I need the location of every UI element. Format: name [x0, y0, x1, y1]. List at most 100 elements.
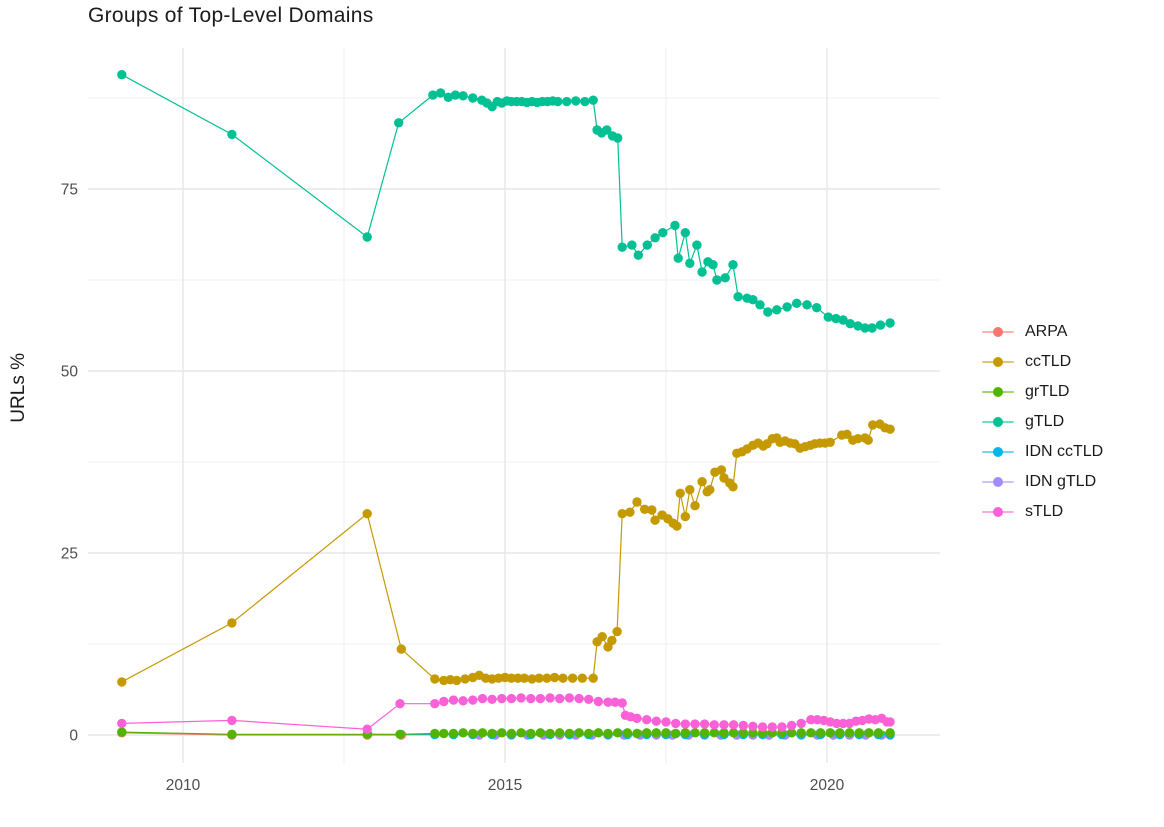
data-point-cctld	[527, 674, 537, 684]
data-point-grtld	[748, 728, 758, 738]
chart-title: Groups of Top-Level Domains	[88, 4, 374, 27]
data-point-gtld	[680, 228, 690, 238]
data-point-gtld	[755, 300, 765, 310]
data-point-stld	[690, 719, 700, 729]
data-point-grtld	[709, 728, 719, 738]
series-line-gtld	[121, 74, 891, 329]
data-point-cctld	[625, 507, 635, 517]
legend-line-dot-glyph	[982, 322, 1014, 341]
data-point-gtld	[708, 260, 718, 270]
data-point-grtld	[651, 728, 661, 738]
data-point-stld	[593, 696, 604, 707]
data-point-cctld	[716, 465, 727, 475]
data-point-gtld	[728, 260, 738, 270]
data-point-gtld	[428, 90, 438, 100]
data-point-grtld	[885, 728, 895, 738]
data-point-gtld	[812, 303, 822, 313]
data-point-cctld	[460, 674, 470, 684]
data-point-stld	[526, 693, 536, 704]
legend-line-dot-glyph	[982, 412, 1014, 431]
data-point-cctld	[612, 626, 622, 637]
data-point-cctld	[885, 424, 895, 434]
data-point-stld	[535, 693, 546, 704]
data-point-stld	[430, 699, 440, 709]
data-point-stld	[458, 696, 468, 706]
data-point-grtld	[448, 728, 459, 739]
data-point-stld	[117, 718, 127, 729]
data-point-cctld	[396, 644, 406, 654]
data-point-gtld	[720, 273, 730, 283]
x-tick-label: 2010	[166, 777, 201, 794]
data-point-stld	[448, 695, 459, 705]
data-point-grtld	[719, 728, 729, 738]
data-point-grtld	[835, 728, 845, 738]
data-point-stld	[574, 693, 584, 704]
data-point-cctld	[705, 485, 715, 495]
data-point-gtld	[562, 96, 572, 107]
data-point-cctld	[632, 497, 642, 507]
data-point-cctld	[647, 505, 657, 515]
data-point-cctld	[672, 521, 682, 531]
data-point-cctld	[607, 635, 617, 646]
data-point-gtld	[670, 220, 680, 231]
data-point-stld	[738, 720, 748, 731]
data-point-cctld	[680, 511, 690, 522]
legend-line-dot-glyph	[982, 472, 1014, 491]
data-point-cctld	[430, 674, 440, 684]
legend-label: sTLD	[1025, 502, 1064, 520]
data-point-grtld	[690, 728, 700, 738]
data-point-gtld	[362, 232, 372, 242]
data-point-grtld	[680, 728, 690, 738]
data-point-grtld	[671, 728, 681, 739]
legend-item-idn-cctld: IDN ccTLD	[982, 442, 1103, 461]
legend-label: IDN ccTLD	[1025, 442, 1104, 460]
data-point-stld	[728, 720, 739, 730]
data-point-stld	[719, 720, 729, 730]
data-point-gtld	[553, 96, 563, 107]
data-point-gtld	[792, 298, 802, 308]
data-point-gtld	[617, 242, 627, 252]
data-point-gtld	[748, 295, 758, 305]
data-point-stld	[584, 694, 594, 704]
y-tick-label: 25	[61, 546, 78, 563]
series-line-arpa	[121, 732, 402, 736]
data-point-stld	[468, 695, 478, 705]
data-point-gtld	[613, 133, 623, 143]
data-point-grtld	[555, 728, 565, 738]
data-point-gtld	[571, 96, 581, 106]
data-point-gtld	[650, 233, 660, 243]
data-point-gtld	[394, 118, 404, 128]
data-point-cctld	[542, 673, 552, 683]
data-point-gtld	[602, 125, 612, 135]
data-point-stld	[661, 717, 671, 727]
data-point-gtld	[831, 313, 841, 324]
data-point-gtld	[697, 267, 707, 277]
data-point-grtld	[439, 728, 449, 739]
legend-item-cctld: ccTLD	[982, 352, 1103, 371]
data-point-gtld	[588, 95, 598, 105]
data-point-cctld	[588, 673, 598, 683]
legend-label: grTLD	[1025, 382, 1070, 400]
data-point-grtld	[806, 728, 816, 738]
data-point-stld	[497, 693, 507, 704]
y-axis-title: URLs %	[8, 353, 29, 423]
data-point-stld	[617, 698, 627, 708]
data-point-stld	[516, 693, 526, 703]
data-point-cctld	[567, 673, 578, 683]
data-point-cctld	[534, 673, 544, 683]
data-point-gtld	[885, 318, 895, 328]
data-point-gtld	[443, 92, 453, 103]
data-point-gtld	[845, 319, 855, 329]
data-point-gtld	[450, 90, 461, 100]
data-point-stld	[777, 722, 787, 732]
data-point-gtld	[673, 253, 683, 263]
data-point-grtld	[535, 728, 546, 738]
data-point-grtld	[497, 728, 507, 738]
data-point-stld	[786, 720, 797, 731]
y-tick-label: 0	[69, 728, 78, 745]
legend-label: IDN gTLD	[1025, 472, 1097, 490]
data-point-grtld	[622, 728, 633, 738]
data-point-stld	[757, 722, 768, 732]
data-point-grtld	[864, 728, 874, 738]
